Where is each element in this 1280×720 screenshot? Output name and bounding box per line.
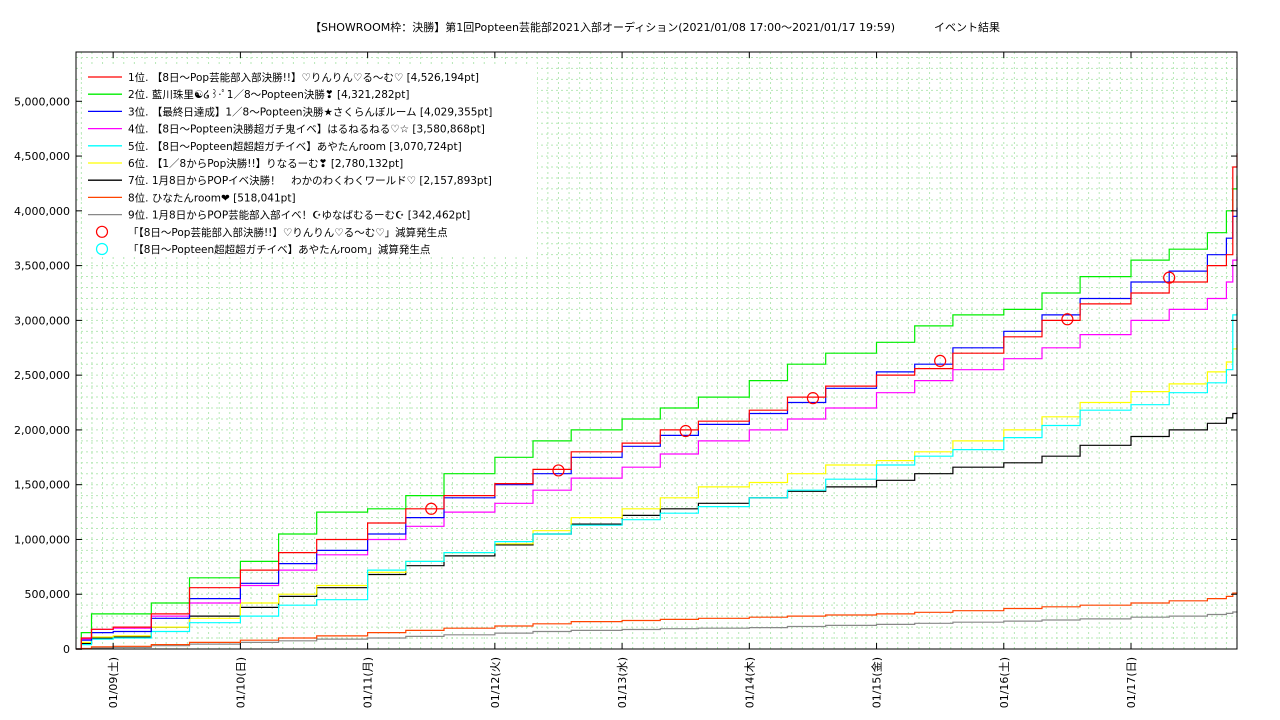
y-tick-label: 3,000,000 xyxy=(14,314,70,327)
x-tick-label: 01/17(日) xyxy=(1125,657,1138,708)
x-tick-label: 01/12(火) xyxy=(489,657,502,708)
chart-title-suffix: イベント結果 xyxy=(934,20,1000,34)
series-line-9 xyxy=(76,611,1238,650)
legend-label-5: 5位. 【8日～Popteen超超超ガチイベ】あやたんroom [3,070,7… xyxy=(128,140,462,153)
marker-point-1 xyxy=(1061,313,1074,326)
legend-label-4: 4位. 【8日～Popteen決勝超ガチ鬼イベ】はるねるねる♡☆ [3,580,… xyxy=(128,123,485,136)
legend-label-2: 2位. 藍川珠里☯໒꒱·ﾟ1／8～Popteen決勝❣ [4,321,282pt… xyxy=(128,88,409,101)
y-tick-label: 500,000 xyxy=(25,588,71,601)
series-line-8 xyxy=(76,592,1238,650)
marker-point-1 xyxy=(806,392,820,405)
legend: 1位. 【8日～Pop芸能部入部決勝!!】♡りんりん♡る～む♡ [4,526,1… xyxy=(82,66,537,256)
y-tick-label: 1,000,000 xyxy=(14,533,70,546)
y-tick-label: 3,500,000 xyxy=(14,260,70,273)
legend-label-7: 7位. 1月8日からPOPイベ決勝！ わかのわくわくワールド♡ [2,157,8… xyxy=(128,174,492,187)
series-lines xyxy=(76,153,1238,650)
y-tick-label: 5,000,000 xyxy=(14,95,70,108)
series-line-1 xyxy=(76,153,1238,650)
y-tick-label: 2,500,000 xyxy=(14,369,70,382)
legend-label-6: 6位. 【1／8からPop決勝!!】りなるーむ❣ [2,780,132pt] xyxy=(128,157,403,170)
grid-lines xyxy=(76,52,1237,649)
legend-marker-2 xyxy=(95,242,109,256)
legend-marker-label-1: 「【8日～Pop芸能部入部決勝!!】♡りんりん♡る～む♡」減算発生点 xyxy=(128,226,448,239)
x-tick-label: 01/10(日) xyxy=(234,657,247,708)
y-tick-label: 4,000,000 xyxy=(14,205,70,218)
series-line-7 xyxy=(76,412,1238,650)
x-tick-label: 01/15(金) xyxy=(870,657,884,708)
series-line-6 xyxy=(76,344,1238,650)
plot-frame xyxy=(75,51,1238,650)
legend-label-8: 8位. ひなたんroom❤ [518,041pt] xyxy=(128,191,296,204)
marker-point-1 xyxy=(1163,271,1176,284)
x-tick-label: 01/09(土) xyxy=(107,657,120,708)
y-tick-label: 2,000,000 xyxy=(14,424,70,437)
axis-ticks: 0 500,000 1,000,000 1,500,000 2,000,000 2,500… xyxy=(14,52,1237,708)
x-tick-label: 01/13(水) xyxy=(616,657,629,708)
legend-label-1: 1位. 【8日～Pop芸能部入部決勝!!】♡りんりん♡る～む♡ [4,526,1… xyxy=(128,71,479,84)
chart-title: 【SHOWROOM枠：決勝】第1回Popteen芸能部2021入部オーディション… xyxy=(310,20,895,34)
x-tick-label: 01/14(木) xyxy=(743,657,756,708)
series-line-5 xyxy=(76,312,1238,650)
series-line-4 xyxy=(76,256,1238,650)
y-tick-label: 4,500,000 xyxy=(14,150,70,163)
x-tick-label: 01/11(月) xyxy=(362,657,375,708)
marker-point-1 xyxy=(425,502,438,515)
y-tick-label: 1,500,000 xyxy=(14,479,70,492)
x-tick-label: 01/16(土) xyxy=(998,657,1011,708)
legend-background xyxy=(82,66,537,256)
legend-label-9: 9位. 1月8日からPOP芸能部入部イベ！☪ゆなばむるーむ☪ [342,462p… xyxy=(128,209,470,222)
marker-point-1 xyxy=(934,354,947,368)
y-tick-label: 0 xyxy=(63,643,70,656)
marker-point-1 xyxy=(679,424,692,438)
legend-marker-1 xyxy=(95,225,109,238)
legend-label-3: 3位. 【最終日達成】1／8～Popteen決勝★さくらんぼルーム [4,029… xyxy=(128,105,492,118)
marker-point-1 xyxy=(552,464,565,477)
marker-points xyxy=(425,271,1176,515)
legend-marker-label-2: 「【8日～Popteen超超超ガチイベ】あやたんroom」減算発生点 xyxy=(128,243,430,256)
